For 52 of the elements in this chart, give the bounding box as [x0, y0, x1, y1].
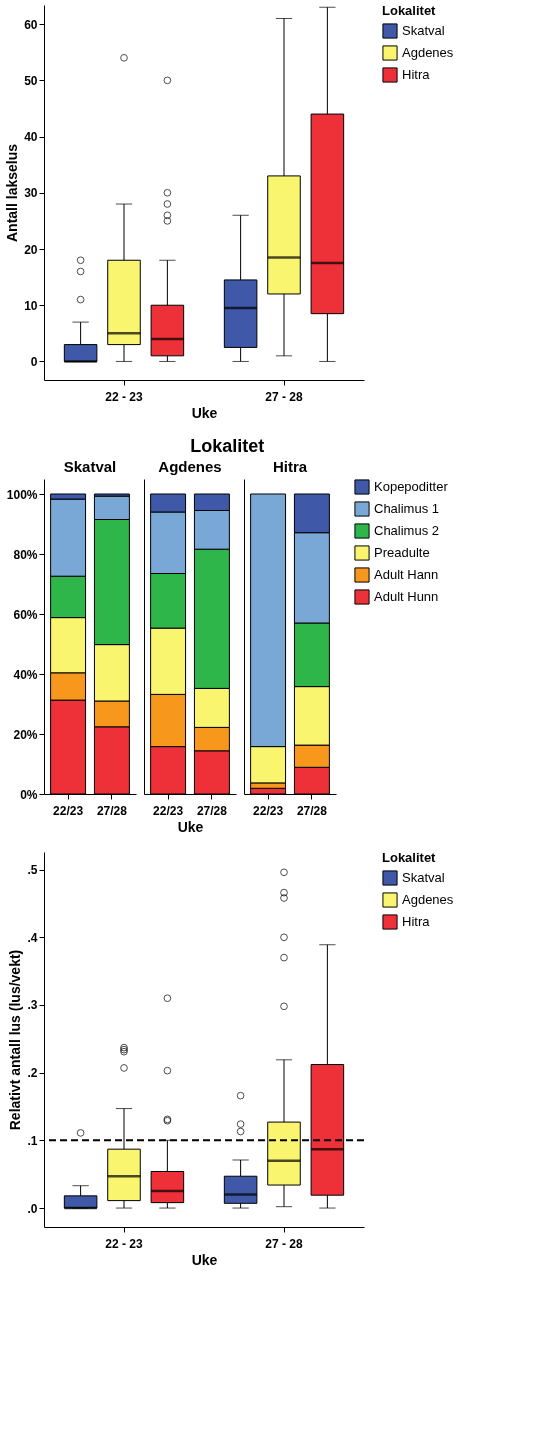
x-tick-label: 22 - 23 — [105, 1236, 144, 1251]
y-tick-label: 40 — [24, 130, 38, 145]
y-tick-label: 30 — [24, 186, 38, 201]
text: Lokalitet — [190, 436, 265, 456]
y-tick-label: 60% — [13, 607, 38, 622]
y-tick-label: 100% — [6, 487, 38, 502]
y-tick-label: 50 — [24, 73, 38, 88]
x-tick-label: 27/28 — [96, 803, 128, 818]
y-tick-label: 40% — [13, 667, 38, 682]
y-axis-title: Antall lakselus — [4, 143, 21, 243]
x-tick-label: 22/23 — [253, 803, 284, 818]
legend-label: Adult Hunn — [374, 589, 439, 604]
legend-label: Preadulte — [374, 545, 430, 560]
legend-label: Skatval — [402, 870, 445, 885]
y-tick-label: .5 — [27, 863, 38, 878]
legend-label: Hitra — [402, 67, 431, 82]
y-tick-label: 0 — [30, 354, 38, 369]
legend-label: Adult Hann — [374, 567, 439, 582]
legend-label: Skatval — [402, 23, 445, 38]
y-tick-label: .0 — [27, 1201, 38, 1216]
x-tick-label: 27/28 — [296, 803, 328, 818]
y-tick-label: 60 — [24, 17, 38, 32]
legend-label: Chalimus 2 — [374, 523, 440, 538]
legend-label: Chalimus 1 — [374, 501, 440, 516]
x-axis-title: Uke — [177, 818, 204, 835]
y-tick-label: .2 — [27, 1066, 38, 1081]
y-tick-label: 0% — [20, 787, 38, 802]
chart-title: Skatval — [63, 458, 117, 475]
y-axis-title: Relativt antall lus (lus/vekt) — [7, 949, 24, 1131]
legend-label: Agdenes — [402, 892, 454, 907]
legend-label: Hitra — [402, 914, 431, 929]
y-tick-label: 20% — [13, 727, 38, 742]
legend-title: Lokalitet — [382, 850, 437, 865]
y-tick-label: 10 — [24, 298, 38, 313]
x-tick-label: 27 - 28 — [265, 389, 304, 404]
chart-title: Hitra — [272, 458, 308, 475]
y-tick-label: .4 — [27, 930, 38, 945]
x-axis-title: Uke — [191, 404, 218, 421]
y-tick-label: 20 — [24, 242, 38, 257]
legend-label: Kopepoditter — [374, 479, 449, 494]
legend-label: Agdenes — [402, 45, 454, 60]
x-tick-label: 22/23 — [153, 803, 184, 818]
y-tick-label: .1 — [27, 1133, 38, 1148]
x-tick-label: 22/23 — [53, 803, 84, 818]
x-axis-title: Uke — [191, 1251, 218, 1268]
y-tick-label: .3 — [27, 998, 38, 1013]
chart-title: Agdenes — [158, 458, 222, 475]
y-tick-label: 80% — [13, 547, 38, 562]
x-tick-label: 22 - 23 — [105, 389, 144, 404]
legend-title: Lokalitet — [382, 3, 437, 18]
x-tick-label: 27/28 — [196, 803, 228, 818]
x-tick-label: 27 - 28 — [265, 1236, 304, 1251]
